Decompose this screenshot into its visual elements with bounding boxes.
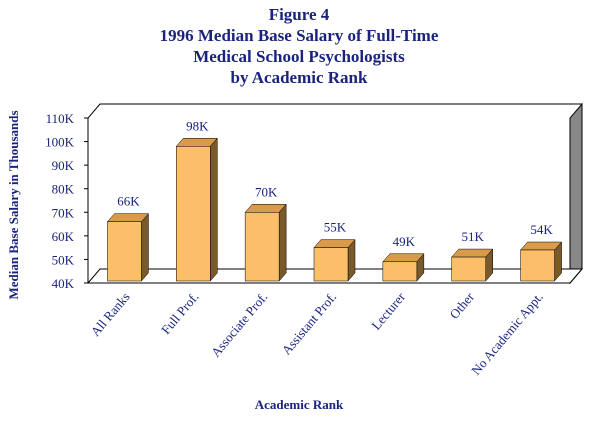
figure-label: Figure 4 (268, 5, 330, 24)
y-tick-label: 110K (46, 111, 75, 126)
data-label: 55K (324, 220, 347, 235)
x-tick-label: Lecturer (368, 289, 408, 333)
x-tick-label: Other (446, 289, 477, 322)
bar-side (278, 203, 287, 282)
bar (451, 256, 486, 282)
plot-side-wall (569, 102, 583, 285)
y-tick-label: 50K (52, 252, 75, 267)
y-tick-label: 60K (52, 229, 75, 244)
data-label: 51K (462, 229, 485, 244)
bar (520, 249, 555, 282)
bar-top (382, 253, 425, 263)
data-label: 70K (255, 184, 278, 199)
bar-top (520, 241, 563, 251)
bar (107, 221, 142, 282)
bar-side (210, 137, 218, 282)
data-label: 49K (393, 234, 416, 249)
bar (176, 146, 211, 282)
data-label: 54K (530, 222, 553, 237)
y-axis-label: Median Base Salary in Thousands (4, 95, 24, 315)
x-tick-label: All Ranks (88, 289, 133, 339)
x-axis-label: Academic Rank (254, 397, 344, 412)
bar-top (106, 213, 149, 222)
title-line-2: Medical School Psychologists (193, 47, 405, 66)
bar-top (244, 204, 287, 213)
bar (313, 247, 349, 282)
chart-title: Figure 4 1996 Median Base Salary of Full… (0, 4, 598, 88)
bar (382, 261, 418, 282)
bar (244, 212, 280, 282)
x-tick-label: Assistant Prof. (279, 289, 340, 357)
y-tick-label: 80K (52, 182, 75, 197)
bar-top (313, 239, 356, 248)
title-line-3: by Academic Rank (230, 68, 368, 87)
y-tick-label: 70K (52, 205, 75, 220)
x-tick-label: No Academic Appt. (468, 289, 546, 377)
bar-top (175, 138, 218, 147)
x-tick-label: Full Prof. (158, 289, 202, 337)
y-tick-label: 100K (45, 135, 75, 150)
y-tick-label: 90K (52, 158, 75, 173)
bar-top (451, 248, 494, 258)
y-tick-label: 40K (52, 276, 75, 291)
data-label: 98K (186, 118, 209, 133)
bar-side (141, 213, 149, 282)
title-line-1: 1996 Median Base Salary of Full-Time (159, 26, 439, 45)
x-tick-label: Associate Prof. (208, 289, 271, 359)
data-label: 66K (117, 194, 140, 209)
y-axis-label-text: Median Base Salary in Thousands (6, 110, 21, 300)
